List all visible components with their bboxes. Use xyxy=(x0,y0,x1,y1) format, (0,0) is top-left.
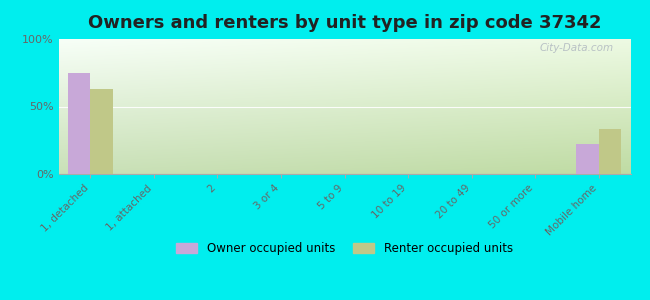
Bar xyxy=(68,73,90,174)
Legend: Owner occupied units, Renter occupied units: Owner occupied units, Renter occupied un… xyxy=(172,238,517,260)
Bar xyxy=(599,129,621,174)
Text: City-Data.com: City-Data.com xyxy=(540,43,614,53)
Bar xyxy=(577,144,599,174)
Title: Owners and renters by unit type in zip code 37342: Owners and renters by unit type in zip c… xyxy=(88,14,601,32)
Bar xyxy=(90,89,112,174)
